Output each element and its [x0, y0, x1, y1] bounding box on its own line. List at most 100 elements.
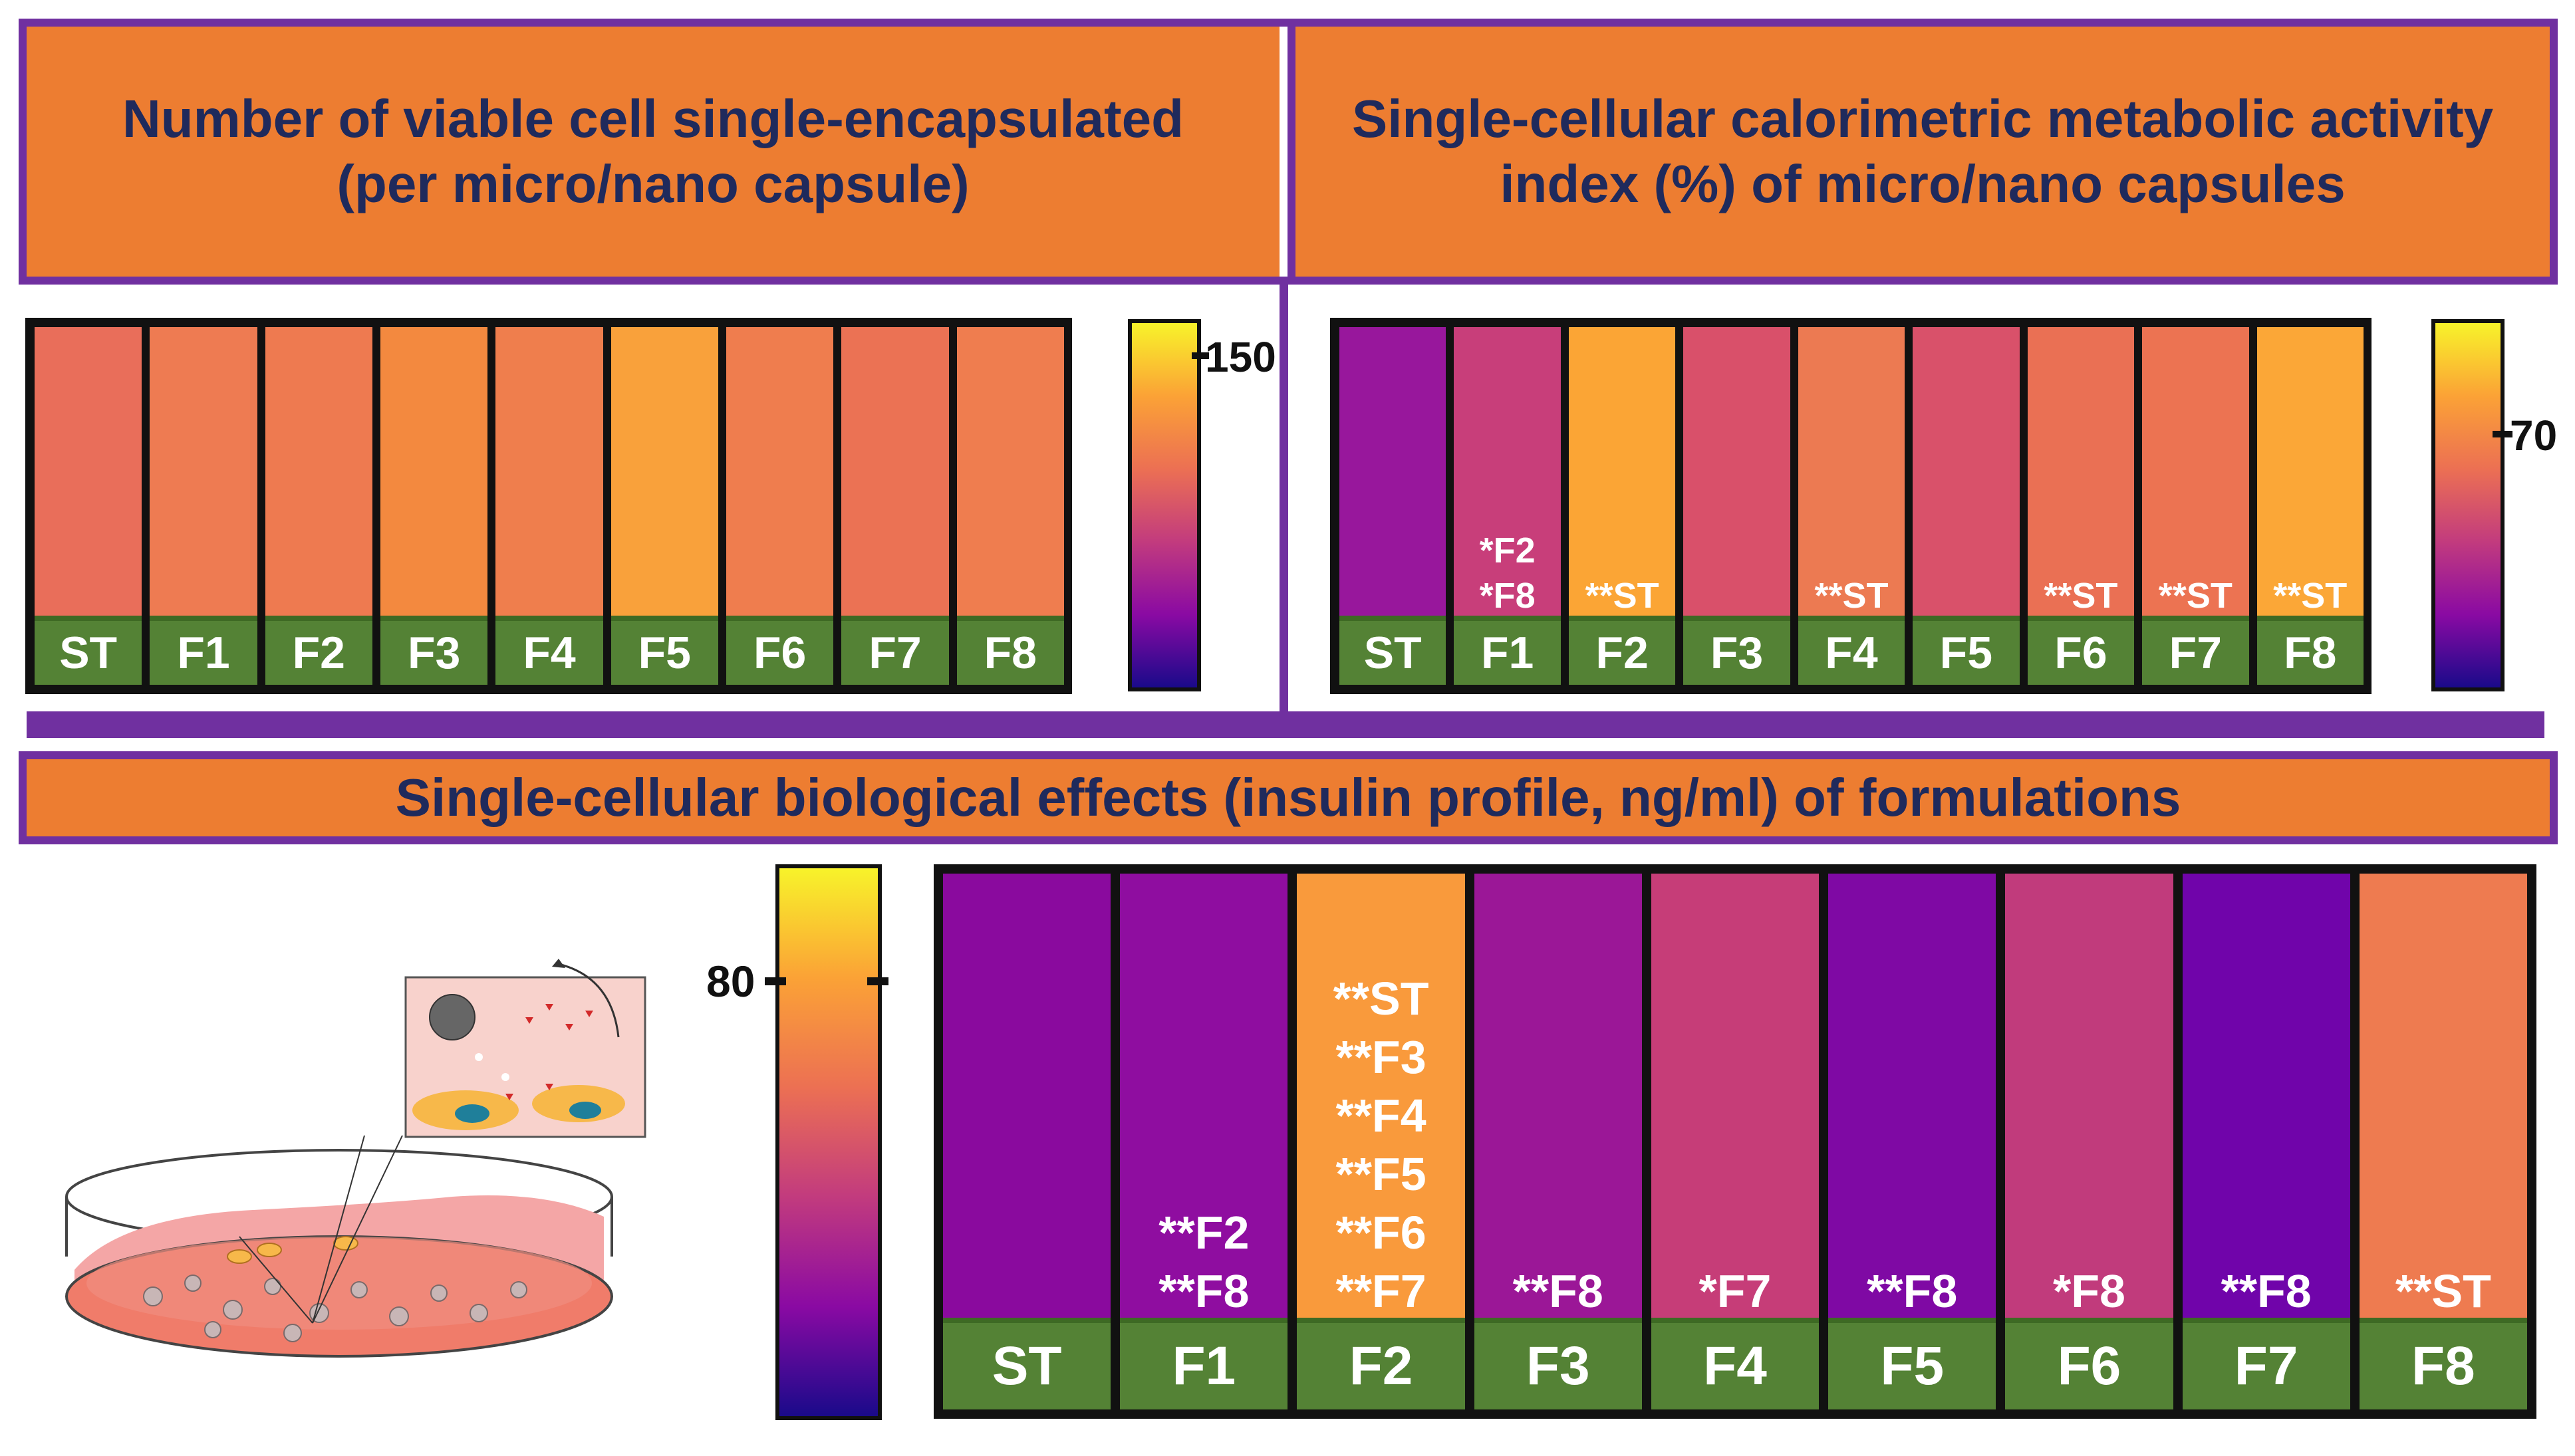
significance-annotation: **F8	[1474, 1262, 1642, 1320]
category-label: F4	[1798, 616, 1905, 685]
significance-annotation: **F2 **F8	[1120, 1203, 1288, 1320]
heatmap-panel-viable-cells: ST F1 F2 F3 F4 F5 F6 F7 F8	[25, 318, 1072, 694]
inset-capsule	[429, 994, 475, 1040]
significance-annotation: **ST	[2360, 1262, 2527, 1320]
frame-top-right	[1288, 19, 2558, 285]
heatmap-cell-st: ST	[35, 327, 142, 685]
category-label: ST	[35, 616, 142, 685]
title-panel-a-line2: (per micro/nano capsule)	[337, 154, 970, 213]
heatmap-panel-metabolic-activity: ST *F2 *F8 F1 **ST F2 F3 **ST F4 F5 **ST F6 **ST F7 **…	[1330, 318, 2372, 694]
inset-release-dot-1	[475, 1053, 483, 1061]
colorbar-b	[2431, 319, 2505, 691]
heatmap-cell-f2: **ST F2	[1568, 327, 1676, 685]
heatmap-cell-f5: F5	[1913, 327, 2020, 685]
significance-label: **ST	[2395, 1265, 2491, 1317]
category-label: F5	[1913, 616, 2020, 685]
title-panel-b-line1: Single-cellular calorimetric metabolic a…	[1351, 89, 2494, 149]
detection-arrow	[558, 963, 620, 1038]
significance-label: *F2	[1479, 531, 1536, 570]
significance-label: *F8	[1479, 576, 1536, 616]
heatmap-cell-f4: *F7 F4	[1651, 874, 1820, 1409]
significance-label: **F5	[1335, 1148, 1426, 1200]
significance-label: **F2	[1158, 1207, 1250, 1259]
significance-label: *F8	[2052, 1265, 2125, 1317]
category-label: F8	[956, 616, 1064, 685]
title-panel-b-line2: index (%) of micro/nano capsules	[1500, 154, 2346, 213]
divider-vertical	[1280, 277, 1288, 713]
category-label: F8	[2256, 616, 2364, 685]
significance-label: **ST	[2158, 576, 2233, 616]
category-label: F8	[2359, 1318, 2527, 1409]
significance-label: **ST	[1814, 576, 1889, 616]
cell-culture-illustration	[65, 959, 646, 1358]
heatmap-cell-f2: F2	[265, 327, 372, 685]
significance-label: *F7	[1698, 1265, 1772, 1317]
category-label: F7	[841, 616, 949, 685]
significance-annotation: **ST	[2028, 573, 2134, 618]
heatmap-panel-insulin-profile: ST **F2 **F8 F1 **ST **F3 **F4 **F5 **F6 **F7 F2 **…	[934, 864, 2536, 1419]
heatmap-cell-f5: F5	[610, 327, 718, 685]
title-panel-b: Single-cellular calorimetric metabolic a…	[1295, 27, 2550, 277]
significance-annotation: *F7	[1651, 1262, 1819, 1320]
significance-label: **ST	[2273, 576, 2348, 616]
colorbar-c-tick-left	[765, 977, 786, 985]
detection-arrowhead	[552, 959, 565, 968]
category-label: F3	[380, 616, 488, 685]
significance-label: **F3	[1335, 1031, 1426, 1083]
heatmap-cell-f4: **ST F4	[1798, 327, 1905, 685]
category-label: F2	[1568, 616, 1676, 685]
heatmap-cell-f3: F3	[1683, 327, 1790, 685]
category-label: ST	[1339, 616, 1446, 685]
heatmap-cell-f1: *F2 *F8 F1	[1454, 327, 1561, 685]
heatmap-cell-f6: *F8 F6	[2005, 874, 2173, 1409]
zoom-line-2	[312, 1135, 403, 1324]
cells	[143, 1274, 527, 1342]
category-label: ST	[943, 1318, 1111, 1409]
significance-annotation: **ST	[2257, 573, 2364, 618]
significance-label: **ST	[1333, 973, 1429, 1025]
heatmap-cell-f4: F4	[495, 327, 603, 685]
category-label: F5	[610, 616, 718, 685]
category-label: F5	[1828, 1318, 1996, 1409]
heatmap-cell-f8: **ST F8	[2359, 874, 2527, 1409]
title-panel-c: Single-cellular biological effects (insu…	[27, 759, 2550, 836]
significance-annotation: **ST	[1569, 573, 1675, 618]
colorbar-a	[1128, 319, 1201, 691]
inset-nucleus-1	[455, 1104, 489, 1123]
heatmap-cell-f2: **ST **F3 **F4 **F5 **F6 **F7 F2	[1297, 874, 1465, 1409]
category-label: F1	[1454, 616, 1561, 685]
heatmap-cell-f7: **F8 F7	[2182, 874, 2350, 1409]
significance-label: **F7	[1335, 1265, 1426, 1317]
colorbar-c-tick-label: 80	[706, 957, 755, 1006]
heatmap-cell-f3: F3	[380, 327, 488, 685]
category-label: F4	[495, 616, 603, 685]
significance-label: **F4	[1335, 1090, 1426, 1142]
zoom-line-1	[312, 1135, 365, 1324]
heatmap-cell-f1: **F2 **F8 F1	[1120, 874, 1288, 1409]
significance-label: **F6	[1335, 1207, 1426, 1259]
title-panel-a: Number of viable cell single-encapsulate…	[27, 27, 1280, 277]
significance-annotation: *F8	[2005, 1262, 2173, 1320]
significance-annotation: **ST	[1798, 573, 1905, 618]
category-label: F3	[1474, 1318, 1642, 1409]
dish-wall	[65, 1197, 613, 1257]
significance-label: **F8	[2221, 1265, 2312, 1317]
category-label: F6	[2005, 1318, 2173, 1409]
significance-label: **F8	[1158, 1265, 1250, 1317]
colorbar-c-tick-right	[867, 977, 888, 985]
inset-nucleus-2	[569, 1102, 601, 1119]
colorbar-a-tick-label: 150	[1205, 333, 1276, 381]
category-label: F7	[2142, 616, 2249, 685]
category-label: F4	[1651, 1318, 1820, 1409]
significance-label: **F8	[1867, 1265, 1958, 1317]
category-label: F7	[2182, 1318, 2350, 1409]
heatmap-cell-st: ST	[943, 874, 1111, 1409]
colorbar-b-tick	[2493, 431, 2512, 437]
insulin-markers	[505, 1004, 593, 1100]
heatmap-cell-f7: **ST F7	[2142, 327, 2249, 685]
significance-annotation: **ST **F3 **F4 **F5 **F6 **F7	[1297, 969, 1464, 1320]
zoom-line-3	[239, 1236, 313, 1324]
heatmap-cell-st: ST	[1339, 327, 1446, 685]
category-label: F2	[1297, 1318, 1465, 1409]
heatmap-cell-f6: **ST F6	[2027, 327, 2135, 685]
